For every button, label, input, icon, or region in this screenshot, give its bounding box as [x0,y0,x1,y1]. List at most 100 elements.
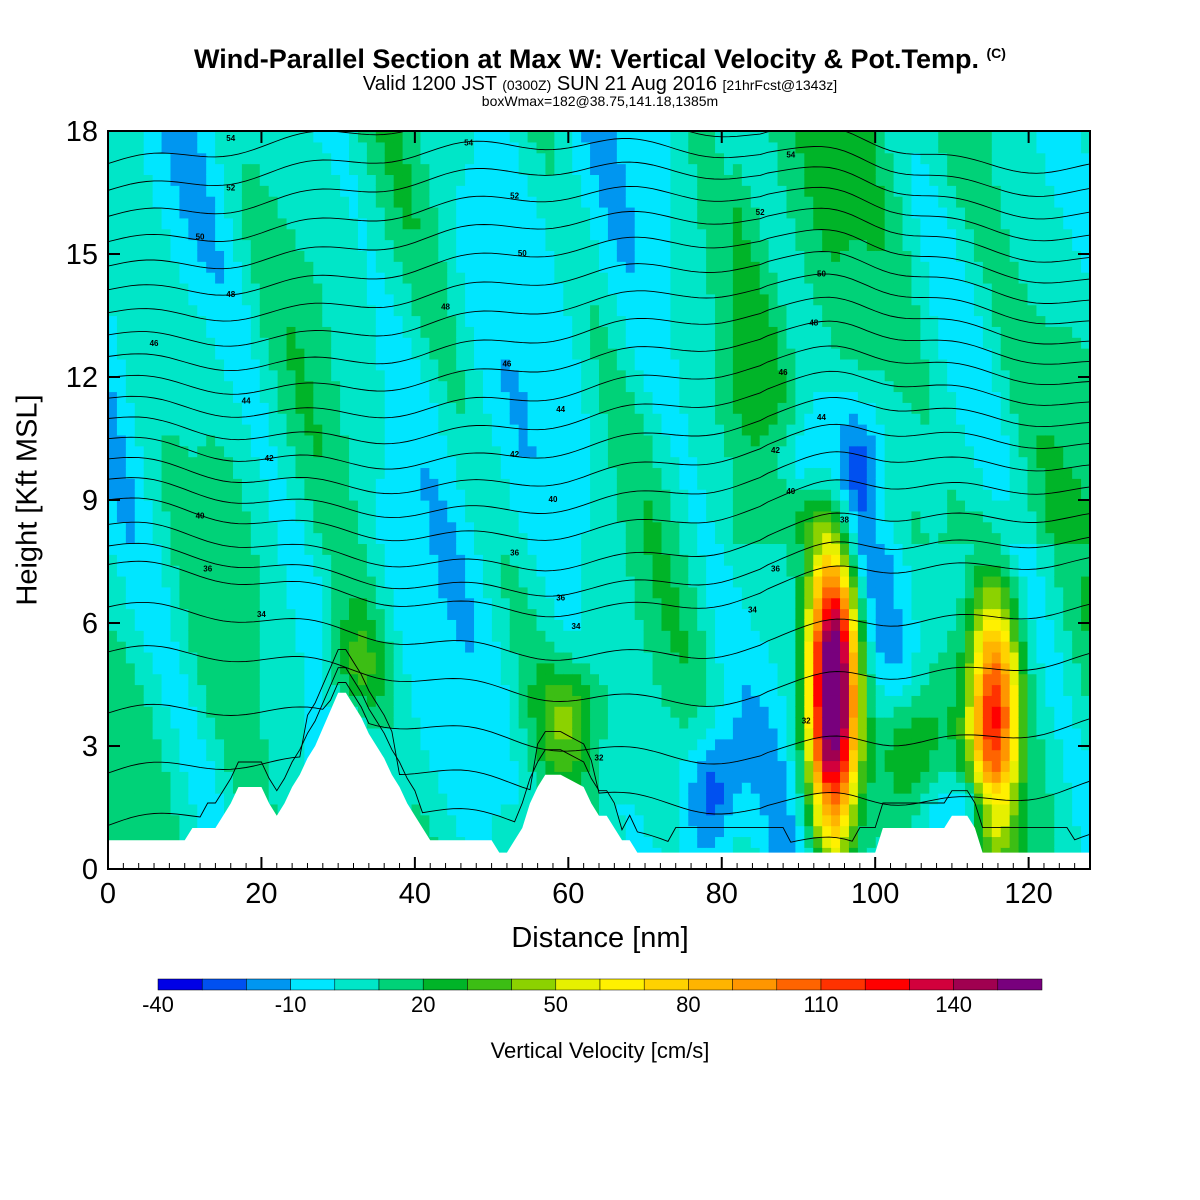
field-cell [679,348,689,360]
field-cell [197,814,207,827]
field-cell [393,337,404,349]
field-cell [616,326,627,338]
field-cell [572,456,582,469]
field-cell [545,152,555,165]
field-cell [179,185,189,197]
field-cell [563,575,573,588]
field-cell [152,738,163,751]
field-cell [241,727,252,740]
field-cell [304,489,314,501]
field-cell [634,239,645,251]
field-cell [563,608,573,620]
field-cell [750,228,761,241]
field-cell [706,706,716,718]
field-cell [759,738,770,751]
field-cell [545,206,555,219]
field-cell [340,141,350,154]
field-cell [268,456,279,469]
field-cell [590,228,600,241]
field-cell [295,293,305,306]
field-cell [375,261,386,273]
field-cell [197,793,207,805]
field-cell [143,662,154,675]
field-cell [572,489,582,501]
field-cell [563,706,573,718]
field-cell [679,163,689,176]
field-cell [572,532,582,545]
field-cell [688,597,698,610]
field-cell [474,413,484,425]
field-cell [286,673,297,686]
field-cell [420,358,430,371]
field-cell [679,641,689,653]
field-cell [241,315,252,327]
field-cell [232,293,243,306]
field-cell [349,293,359,306]
field-cell [116,293,127,306]
field-cell [750,434,761,447]
field-cell [420,413,430,425]
field-cell [161,174,172,186]
field-cell [268,369,279,382]
field-cell [206,532,216,545]
field-cell [241,445,252,458]
field-cell [179,434,189,447]
field-cell [715,434,725,447]
field-cell [241,228,252,241]
field-cell [188,608,198,620]
field-cell [723,793,734,805]
field-cell [581,489,591,501]
field-cell [482,641,493,653]
field-cell [366,630,377,642]
field-cell [295,456,305,469]
field-cell [697,478,707,490]
field-cell [447,369,457,382]
field-cell [197,738,207,751]
field-cell [607,575,618,588]
field-cell [616,445,627,458]
field-cell [286,706,297,718]
field-cell [527,727,538,740]
field-cell [108,250,118,262]
field-cell [179,793,189,805]
field-cell [259,326,270,338]
field-cell [232,282,243,295]
field-cell [108,413,118,425]
field-cell [625,793,636,805]
field-cell [599,662,609,675]
field-cell [750,738,761,751]
field-cell [393,717,404,729]
field-cell [625,825,636,838]
field-cell [143,467,154,479]
field-cell [197,749,207,762]
field-cell [741,402,752,414]
field-cell [429,467,439,479]
field-cell [420,597,430,610]
field-cell [161,803,172,816]
field-cell [286,424,297,436]
field-cell [125,293,136,306]
field-cell [652,619,663,631]
field-cell [250,239,261,251]
field-cell [607,131,618,143]
field-cell [634,304,645,317]
field-cell [268,261,279,273]
field-cell [152,532,163,545]
field-cell [670,424,680,436]
field-cell [482,630,493,642]
field-cell [268,565,279,577]
field-cell [706,304,716,317]
field-cell [482,152,493,165]
field-cell [295,738,305,751]
field-cell [732,565,743,577]
field-cell [670,760,680,772]
field-cell [241,608,252,620]
field-cell [286,315,297,327]
field-cell [474,337,484,349]
field-cell [447,532,457,545]
field-cell [563,554,573,566]
field-cell [179,272,189,284]
field-cell [259,695,270,707]
field-cell [143,619,154,631]
field-cell [590,293,600,306]
